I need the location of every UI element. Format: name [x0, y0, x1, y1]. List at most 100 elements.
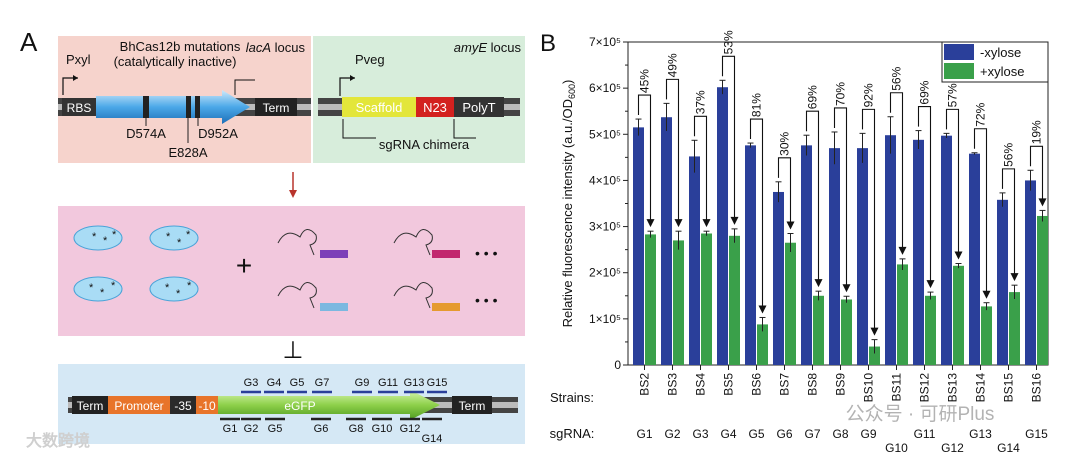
bar-chart: 0 1×10⁵ 2×10⁵ 3×10⁵ 4×10⁵ 5×10⁵ 6×10⁵ 7×10⁵ Rela…	[560, 30, 1049, 455]
repression-arrowhead	[1010, 273, 1019, 282]
svg-text:*: *	[177, 237, 182, 249]
cas-protein-1: * * *	[73, 225, 123, 251]
repression-percent: 53%	[722, 30, 736, 54]
bar-plus-xylose	[757, 324, 768, 365]
strain-label: BS11	[890, 373, 904, 402]
rbs-block	[62, 98, 96, 116]
spacer-block	[196, 396, 218, 414]
egfp-label: eGFP	[284, 399, 315, 413]
expression-arrowhead	[289, 190, 297, 198]
repression-arrowhead	[954, 251, 963, 260]
strain-label: BS5	[722, 373, 736, 396]
repression-arrowhead	[898, 246, 907, 255]
bar-plus-xylose	[729, 235, 740, 365]
bar-plus-xylose	[645, 234, 656, 365]
guide-label-bottom: G12	[400, 423, 421, 435]
logo-text: 大数跨境	[26, 431, 90, 450]
svg-text:*: *	[103, 235, 108, 247]
polyt-block	[454, 97, 504, 117]
repression-arrow	[693, 115, 708, 222]
svg-text:*: *	[186, 229, 191, 241]
guide-label-bottom: G5	[268, 423, 283, 435]
repression-arrowhead	[870, 327, 879, 336]
term-block-left	[255, 98, 297, 116]
repression-percent: 69%	[806, 85, 820, 109]
guide-label-top: G11	[378, 377, 398, 389]
mutation-e828a: E828A	[168, 145, 207, 160]
legend-label-plus: +xylose	[980, 64, 1024, 79]
bar-plus-xylose	[673, 240, 684, 365]
minus10-label: -10	[198, 399, 216, 413]
repression-percent: 49%	[666, 53, 680, 77]
svg-text:*: *	[187, 280, 192, 292]
complex-box	[58, 206, 525, 336]
bar-plus-xylose	[841, 299, 852, 365]
mutation-d574a: D574A	[126, 126, 166, 141]
n23-block	[416, 97, 454, 117]
sgrna-label: G7	[804, 427, 820, 441]
promoter-block	[108, 396, 170, 414]
sgrna-label: G5	[748, 427, 764, 441]
term-label-bottom-left: Term	[77, 399, 104, 413]
cas-protein-3: * * *	[73, 276, 123, 302]
term-label-left: Term	[263, 101, 290, 115]
term-block-bottom-right	[452, 396, 492, 414]
y-tick-label: 2×10⁵	[589, 266, 621, 280]
sgrna-label: G12	[941, 441, 964, 455]
repression-arrow	[665, 78, 680, 222]
bar-plus-xylose	[981, 306, 992, 365]
bar-plus-xylose	[813, 295, 824, 365]
n23-label: N23	[423, 100, 447, 115]
repression-arrowhead	[702, 219, 711, 228]
sgrna-label: G1	[636, 427, 652, 441]
lacA-locus-label: lacA locus	[246, 40, 306, 55]
scaffold-block	[342, 97, 416, 117]
guide-label-top: G5	[290, 377, 305, 389]
plus-sign: +	[236, 250, 252, 281]
egfp-gene-arrow	[218, 390, 440, 420]
repression-arrow	[917, 106, 932, 283]
sgrna-label: G15	[1025, 427, 1048, 441]
mutation-mark-d574a	[143, 96, 149, 118]
repression-arrowhead	[674, 219, 683, 228]
more-dots-2: • • •	[475, 292, 498, 308]
repression-arrow	[889, 92, 904, 249]
sgrna-label: G10	[885, 441, 908, 455]
term-block-bottom-left	[72, 396, 108, 414]
minus35-label: -35	[174, 399, 192, 413]
sgrna-4	[393, 282, 460, 311]
bar-plus-xylose	[953, 265, 964, 365]
strain-label: BS9	[834, 373, 848, 396]
strain-label: BS4	[694, 373, 708, 396]
repression-percent: 92%	[862, 83, 876, 107]
term-label-bottom-right: Term	[459, 399, 486, 413]
y-tick-label: 1×10⁵	[589, 312, 621, 326]
sgrna-label: G9	[860, 427, 876, 441]
strain-label: BS8	[806, 373, 820, 396]
more-dots-1: • • •	[475, 245, 498, 261]
repression-arrow	[861, 108, 876, 330]
cas-protein-2: * * *	[149, 225, 199, 251]
repression-arrowhead	[814, 279, 823, 288]
sgrna-chimera-label: sgRNA chimera	[379, 137, 470, 152]
y-tick-label: 7×10⁵	[589, 35, 621, 49]
guide-label-top: G7	[315, 377, 330, 389]
guide-label-top: G15	[427, 377, 448, 389]
repression-arrowhead	[646, 219, 655, 228]
pxyl-arrowhead	[73, 75, 78, 81]
guide-label-top: G13	[404, 377, 425, 389]
guide-label-bottom: G1	[223, 423, 238, 435]
svg-text:*: *	[176, 288, 181, 300]
bar-minus-xylose	[885, 135, 896, 365]
minus35-block	[170, 396, 196, 414]
bar-minus-xylose	[801, 145, 812, 365]
sgrna-label: G13	[969, 427, 992, 441]
legend-label-minus: -xylose	[980, 45, 1021, 60]
y-axis-label: Relative fluorescence intensity (a.u./OD…	[560, 80, 577, 328]
svg-text:*: *	[166, 231, 171, 243]
guide-label-bottom: G8	[349, 423, 364, 435]
svg-text:*: *	[112, 229, 117, 241]
y-tick-label: 3×10⁵	[589, 220, 621, 234]
sgrna-label: G8	[832, 427, 848, 441]
sgrna-row-label: sgRNA:	[550, 426, 595, 441]
